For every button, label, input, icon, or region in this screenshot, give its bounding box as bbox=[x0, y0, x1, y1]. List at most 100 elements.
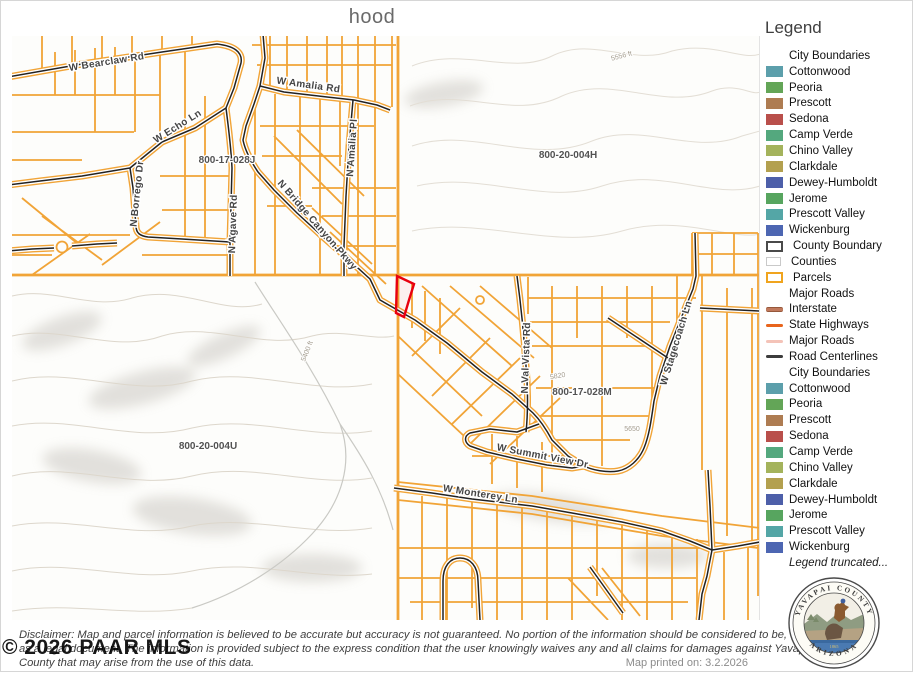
legend-item-label: State Highways bbox=[789, 319, 869, 332]
legend-item-label: Jerome bbox=[789, 192, 828, 205]
legend-item-cottonwood: Cottonwood bbox=[763, 64, 913, 80]
legend-item-label: Peoria bbox=[789, 81, 823, 94]
legend-item-label: Sedona bbox=[789, 430, 829, 443]
legend-swatch bbox=[766, 240, 783, 252]
parcel-label-800-20-004u: 800-20-004U bbox=[179, 441, 237, 452]
legend-item-city-boundaries: City Boundaries bbox=[763, 365, 913, 381]
legend-item-label: Peoria bbox=[789, 398, 823, 411]
legend-item-counties: Counties bbox=[763, 254, 913, 270]
legend-swatch bbox=[766, 541, 783, 553]
legend-swatch bbox=[766, 525, 783, 537]
legend-item-chino-valley: Chino Valley bbox=[763, 460, 913, 476]
legend-swatch bbox=[766, 257, 781, 267]
legend-swatch bbox=[766, 355, 783, 359]
disclaimer-text: Disclaimer: Map and parcel information i… bbox=[19, 629, 894, 670]
disclaimer-line3: County that may arise from the use of th… bbox=[19, 656, 255, 669]
contour-label-5650: 5650 bbox=[624, 426, 640, 433]
legend-truncated-note: Legend truncated... bbox=[789, 557, 889, 569]
legend-swatch bbox=[766, 383, 783, 395]
parcel-map[interactable]: W Bearclaw RdW Echo LnN Borrego Dr N Agav… bbox=[12, 36, 759, 620]
legend-item-label: Jerome bbox=[789, 509, 828, 522]
legend-swatch bbox=[766, 113, 783, 125]
legend-item-wickenburg: Wickenburg bbox=[763, 539, 913, 555]
legend-swatch bbox=[766, 82, 783, 94]
legend-item-label: Wickenburg bbox=[789, 224, 850, 237]
parcel-label-800-20-004h: 800-20-004H bbox=[539, 150, 597, 161]
legend-swatch bbox=[766, 398, 783, 410]
yavapai-county-seal: 1865 YAVAPAI COUNTY ARIZONA bbox=[788, 577, 880, 669]
legend-swatch bbox=[766, 272, 783, 284]
legend-item-peoria: Peoria bbox=[763, 397, 913, 413]
legend-item-jerome: Jerome bbox=[763, 507, 913, 523]
legend-item-peoria: Peoria bbox=[763, 80, 913, 96]
legend-item-city-boundaries: City Boundaries bbox=[763, 48, 913, 64]
legend-item-label: Dewey-Humboldt bbox=[789, 176, 878, 189]
legend-items: City Boundaries Cottonwood Peoria Prescott S… bbox=[763, 48, 913, 555]
legend-swatch bbox=[766, 446, 783, 458]
print-date: Map printed on: 3.2.2026 bbox=[625, 657, 748, 669]
legend-item-parcels: Parcels bbox=[763, 270, 913, 286]
legend-item-dewey-humboldt: Dewey-Humboldt bbox=[763, 492, 913, 508]
legend-item-label: Camp Verde bbox=[789, 129, 853, 142]
disclaimer-line2: as a legal document. The information is … bbox=[19, 642, 814, 655]
legend-item-label: Wickenburg bbox=[789, 541, 850, 554]
legend-swatch bbox=[766, 430, 783, 442]
contour-label-5400-ft: 5400 ft bbox=[300, 340, 315, 363]
legend-item-wickenburg: Wickenburg bbox=[763, 222, 913, 238]
legend-title: Legend bbox=[765, 18, 822, 37]
road-label-w-bearclaw-rd: W Bearclaw Rd bbox=[68, 51, 145, 74]
legend-swatch bbox=[766, 193, 783, 205]
legend-item-label: Chino Valley bbox=[789, 461, 853, 474]
legend-item-chino-valley: Chino Valley bbox=[763, 143, 913, 159]
hillshade bbox=[22, 80, 707, 582]
highlighted-parcel[interactable] bbox=[394, 274, 416, 319]
road-label-n-agave-rd: N Agave Rd bbox=[227, 194, 240, 253]
legend-item-label: Clarkdale bbox=[789, 477, 838, 490]
legend-item-label: Prescott bbox=[789, 97, 832, 110]
legend-item-label: Sedona bbox=[789, 113, 829, 126]
svg-text:1865: 1865 bbox=[830, 644, 840, 649]
legend-item-clarkdale: Clarkdale bbox=[763, 476, 913, 492]
legend-item-major-roads: Major Roads bbox=[763, 286, 913, 302]
map-canvas[interactable]: W Bearclaw Rd W Echo Ln N Borrego Dr N Agav… bbox=[12, 36, 760, 620]
watermark: © 2026 PAAR MLS bbox=[2, 636, 192, 659]
legend-item-camp-verde: Camp Verde bbox=[763, 444, 913, 460]
legend-swatch bbox=[766, 509, 783, 521]
legend-item-camp-verde: Camp Verde bbox=[763, 127, 913, 143]
legend-item-clarkdale: Clarkdale bbox=[763, 159, 913, 175]
legend-swatch bbox=[766, 177, 783, 189]
legend-swatch bbox=[766, 145, 783, 157]
legend-item-label: County Boundary bbox=[793, 240, 882, 253]
legend-item-label: Camp Verde bbox=[789, 446, 853, 459]
parcel-label-800-17-028m: 800-17-028M bbox=[552, 387, 611, 398]
contour-label-5820: 5820 bbox=[549, 372, 566, 382]
disclaimer-line1: Disclaimer: Map and parcel information i… bbox=[19, 629, 828, 641]
legend-swatch bbox=[766, 494, 783, 506]
legend-swatch bbox=[766, 224, 783, 236]
legend-item-label: Prescott Valley bbox=[789, 525, 865, 538]
legend-item-label: Prescott bbox=[789, 414, 832, 427]
legend-item-prescott-valley: Prescott Valley bbox=[763, 523, 913, 539]
legend-item-label: Chino Valley bbox=[789, 144, 853, 157]
legend-swatch bbox=[766, 462, 783, 474]
legend-item-sedona: Sedona bbox=[763, 111, 913, 127]
legend-swatch bbox=[766, 323, 783, 327]
legend-item-label: City Boundaries bbox=[789, 49, 871, 62]
legend-item-road-centerlines: Road Centerlines bbox=[763, 349, 913, 365]
legend-item-label: Counties bbox=[791, 255, 837, 268]
parcel-label-800-17-028j: 800-17-028J bbox=[199, 155, 256, 166]
legend-item-county-boundary: County Boundary bbox=[763, 238, 913, 254]
legend-item-jerome: Jerome bbox=[763, 191, 913, 207]
legend-item-state-highways: State Highways bbox=[763, 317, 913, 333]
legend-item-prescott-valley: Prescott Valley bbox=[763, 206, 913, 222]
legend-item-label: Clarkdale bbox=[789, 160, 838, 173]
legend-panel: Legend City Boundaries Cottonwood Peoria Pr… bbox=[763, 14, 913, 571]
road-label-n-val-vista-rd: N Val Vista Rd bbox=[520, 322, 533, 394]
legend-swatch bbox=[766, 306, 783, 312]
legend-spacer bbox=[766, 367, 783, 378]
legend-spacer bbox=[766, 50, 783, 61]
legend-item-label: Major Roads bbox=[789, 287, 855, 300]
legend-swatch bbox=[766, 66, 783, 78]
legend-spacer bbox=[766, 288, 783, 299]
page-title: hood bbox=[348, 6, 396, 28]
